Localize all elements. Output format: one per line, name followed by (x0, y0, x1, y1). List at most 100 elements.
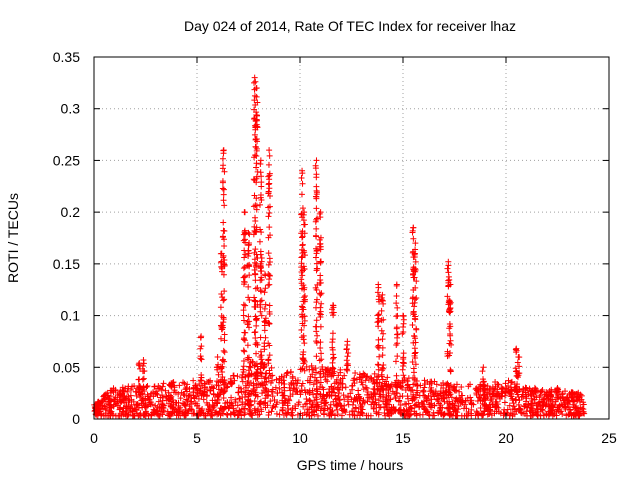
data-point (318, 300, 325, 307)
data-point (289, 375, 296, 382)
data-point (446, 309, 453, 316)
data-point (300, 263, 307, 270)
data-point (314, 403, 321, 410)
data-point (351, 408, 358, 415)
data-point (240, 347, 247, 354)
y-tick-label: 0.3 (61, 101, 81, 117)
data-point (245, 283, 252, 290)
data-point (131, 412, 138, 419)
data-point (516, 363, 523, 370)
data-point (269, 388, 276, 395)
data-point (468, 406, 475, 413)
data-point (154, 411, 161, 418)
data-point (375, 336, 382, 343)
data-point (317, 279, 324, 286)
data-point (513, 383, 520, 390)
data-point (133, 392, 140, 399)
data-point (221, 288, 228, 295)
data-point (411, 375, 418, 382)
data-point (217, 335, 224, 342)
data-point (356, 412, 363, 419)
data-point (246, 363, 253, 370)
data-point (251, 297, 258, 304)
data-point (114, 392, 121, 399)
data-point (401, 400, 408, 407)
data-point (316, 236, 323, 243)
data-point (426, 381, 433, 388)
data-point (140, 400, 147, 407)
data-point (244, 342, 251, 349)
data-point (122, 405, 129, 412)
data-point (303, 363, 310, 370)
data-point (515, 401, 522, 408)
data-point (221, 331, 228, 338)
data-point (301, 313, 308, 320)
data-point (220, 347, 227, 354)
data-point (458, 398, 465, 405)
data-point (480, 364, 487, 371)
y-tick-label: 0.05 (53, 359, 80, 375)
data-point (219, 185, 226, 192)
data-point (514, 388, 521, 395)
data-point (298, 366, 305, 373)
data-point (266, 308, 273, 315)
data-point (393, 389, 400, 396)
data-point (265, 261, 272, 268)
data-point (291, 386, 298, 393)
data-point (208, 411, 215, 418)
data-point (272, 384, 279, 391)
data-point (253, 316, 260, 323)
data-point (190, 377, 197, 384)
data-point (253, 116, 260, 123)
data-point (545, 408, 552, 415)
data-point (252, 217, 259, 224)
data-point (313, 250, 320, 257)
data-point (559, 411, 566, 418)
data-point (314, 215, 321, 222)
data-point (239, 394, 246, 401)
data-point (252, 335, 259, 342)
data-point (280, 392, 287, 399)
data-point (506, 402, 513, 409)
data-point (245, 229, 252, 236)
data-point (472, 412, 479, 419)
data-point (254, 99, 261, 106)
data-point (99, 406, 106, 413)
data-point (251, 131, 258, 138)
data-point (265, 181, 272, 188)
data-point (258, 196, 265, 203)
data-point (311, 411, 318, 418)
data-point (253, 179, 260, 186)
data-point (307, 373, 314, 380)
data-point (330, 398, 337, 405)
data-point (437, 410, 444, 417)
data-point (511, 411, 518, 418)
data-point (228, 394, 235, 401)
data-point (220, 271, 227, 278)
data-point (105, 412, 112, 419)
data-point (124, 388, 131, 395)
data-point (154, 408, 161, 415)
data-point (240, 405, 247, 412)
data-point (580, 410, 587, 417)
data-point (551, 411, 558, 418)
data-point (252, 270, 259, 277)
data-point (507, 384, 514, 391)
data-point (252, 246, 259, 253)
data-point (446, 349, 453, 356)
data-point (265, 357, 272, 364)
data-point (328, 369, 335, 376)
data-point (300, 217, 307, 224)
data-point (392, 395, 399, 402)
data-point (257, 251, 264, 258)
data-point (476, 394, 483, 401)
data-point (358, 379, 365, 386)
data-point (517, 406, 524, 413)
data-point (246, 381, 253, 388)
data-point (530, 388, 537, 395)
data-point (421, 392, 428, 399)
data-point (493, 408, 500, 415)
data-point (487, 407, 494, 414)
data-point (154, 403, 161, 410)
data-point (375, 281, 382, 288)
